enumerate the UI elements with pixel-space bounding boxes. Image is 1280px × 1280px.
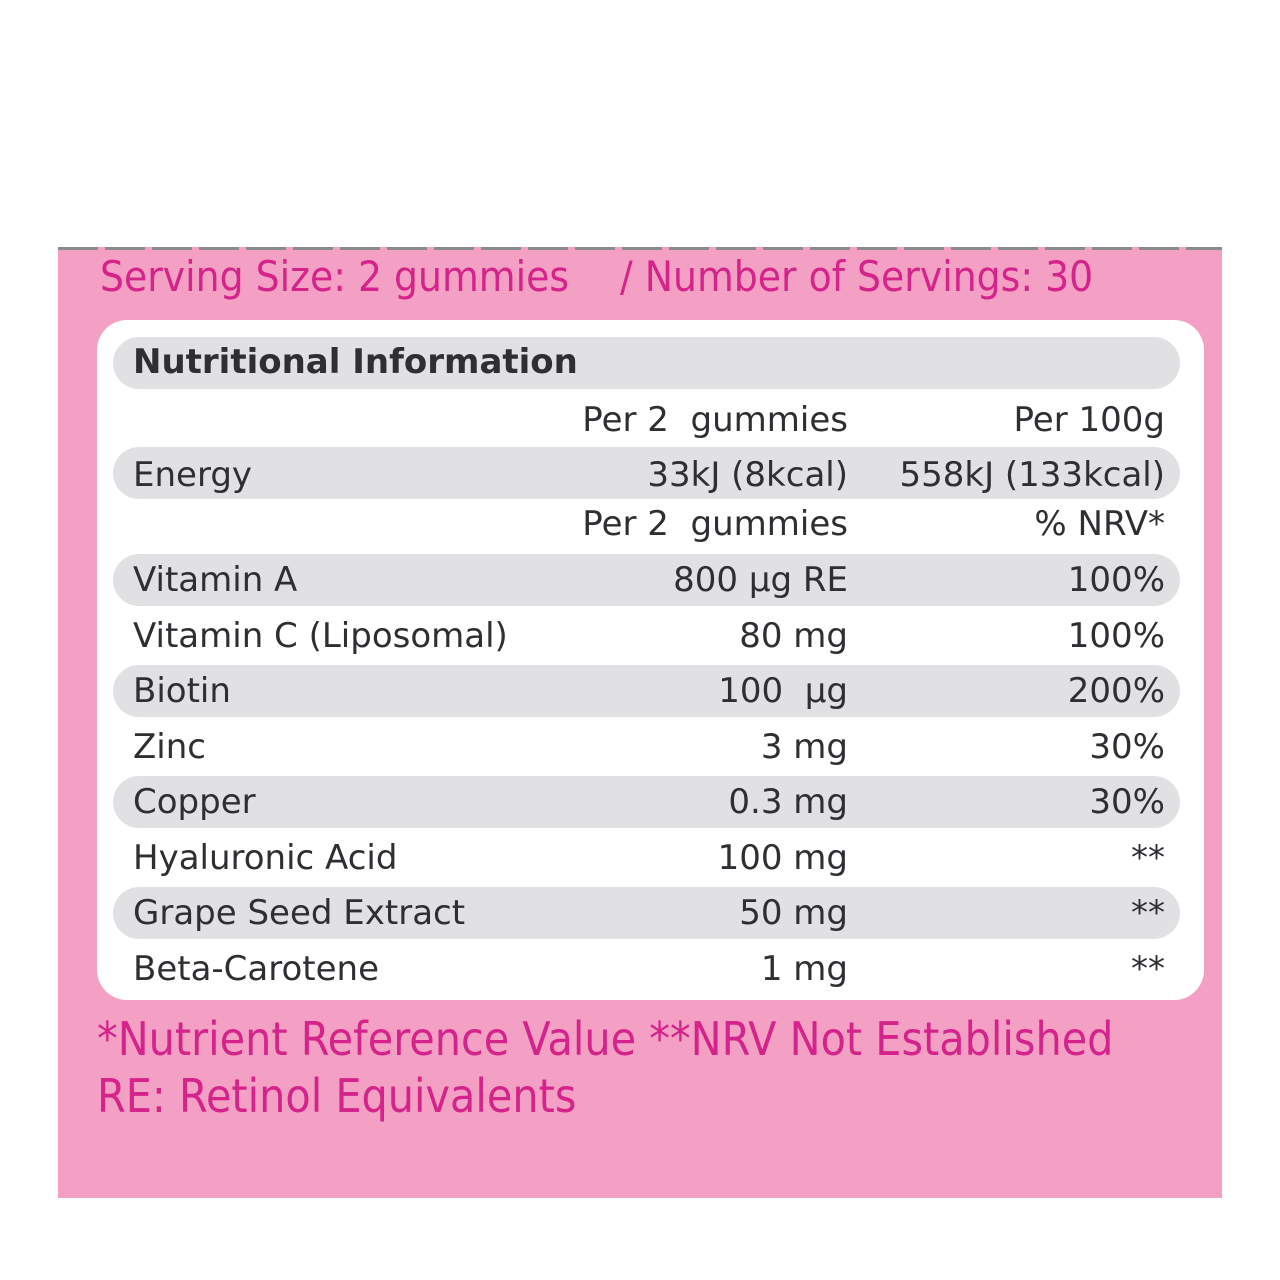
column-header: % NRV* (1034, 504, 1165, 544)
amount-100g: 558kJ (133kcal) (899, 455, 1165, 495)
amount: 0.3 mg (728, 782, 848, 822)
nutrient-name: Vitamin A (133, 560, 298, 600)
column-header: Per 2 gummies (582, 504, 848, 544)
nrv: 30% (1089, 726, 1165, 767)
nrv: ** (1131, 948, 1165, 989)
column-header: Per 100g (1013, 400, 1165, 440)
nutrient-name: Vitamin C (Liposomal) (133, 615, 508, 656)
amount: 3 mg (760, 726, 848, 767)
row-shade (113, 554, 1180, 606)
nutrient-name: Energy (133, 455, 253, 495)
column-header: Per 2 gummies (582, 400, 848, 440)
nutrient-name: Hyaluronic Acid (133, 837, 398, 878)
nrv: 100% (1067, 615, 1165, 656)
row-shade (113, 447, 1180, 499)
amount: 100 µg (718, 671, 848, 711)
row-shade (113, 776, 1180, 828)
serving-size: Serving Size: 2 gummies (100, 252, 570, 301)
nutrient-name: Grape Seed Extract (133, 893, 466, 933)
nrv: 100% (1067, 560, 1165, 600)
nutrient-name: Beta-Carotene (133, 948, 380, 989)
row-shade (113, 665, 1180, 717)
footnote: *Nutrient Reference Value **NRV Not Esta… (97, 1012, 1114, 1066)
nrv: ** (1131, 893, 1165, 933)
title-row (113, 337, 1180, 389)
top-edge (58, 247, 1222, 250)
nutrient-name: Zinc (133, 726, 206, 767)
amount: 50 mg (739, 893, 848, 933)
amount: 33kJ (8kcal) (647, 455, 848, 495)
amount: 1 mg (760, 948, 848, 989)
nrv: 200% (1067, 671, 1165, 711)
amount: 80 mg (739, 615, 848, 656)
table-title: Nutritional Information (133, 342, 578, 382)
nrv: 30% (1089, 782, 1165, 822)
servings-count: / Number of Servings: 30 (620, 252, 1094, 301)
row-shade (113, 887, 1180, 939)
nrv: ** (1131, 837, 1165, 878)
nutrient-name: Biotin (133, 671, 231, 711)
amount: 800 µg RE (673, 560, 848, 600)
nutrient-name: Copper (133, 782, 256, 822)
amount: 100 mg (717, 837, 848, 878)
table-box (97, 320, 1204, 1000)
footnote: RE: Retinol Equivalents (97, 1069, 577, 1123)
